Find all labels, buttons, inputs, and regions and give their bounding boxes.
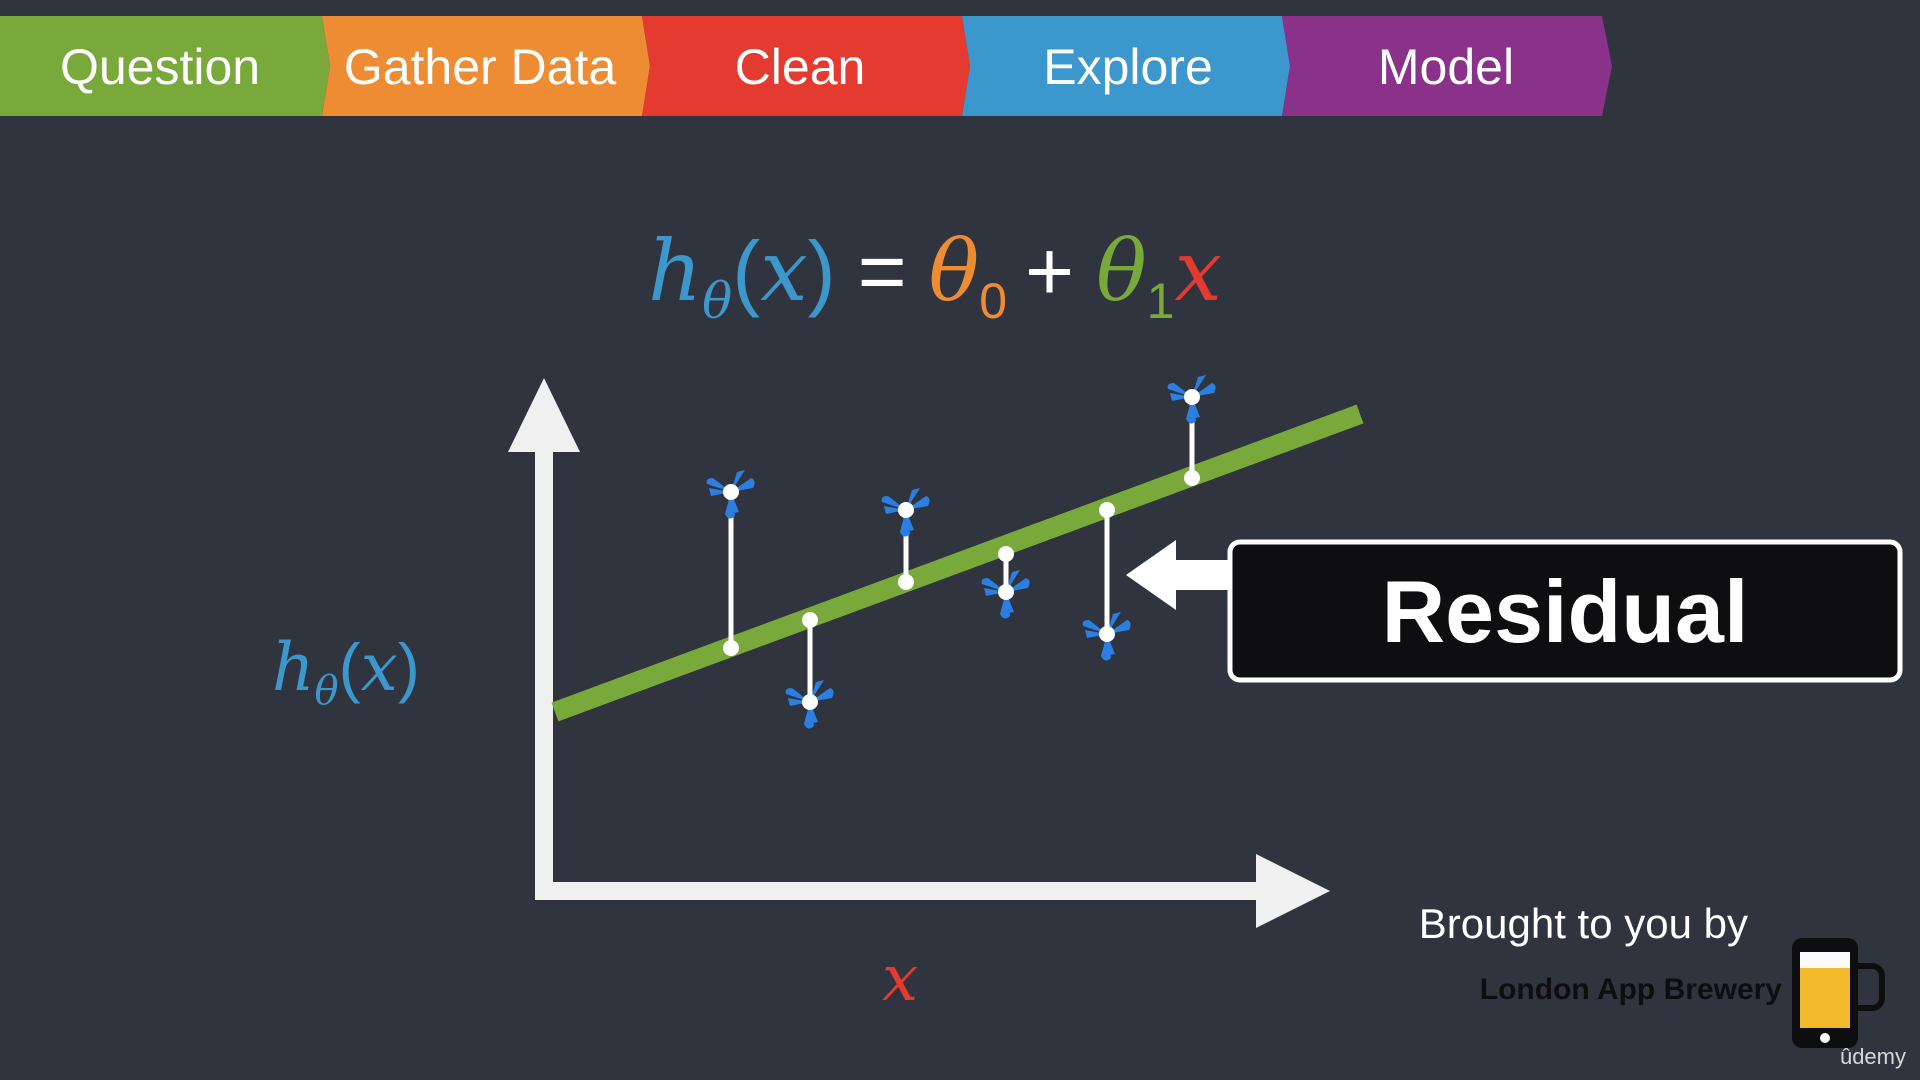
pipeline-stage-explore-label: Explore <box>1043 39 1213 95</box>
residual-label: Residual <box>1382 562 1749 661</box>
predicted-points <box>723 470 1200 656</box>
windmill-icon <box>706 470 755 519</box>
pipeline-bar: Question Gather Data Clean Explore Model <box>0 16 1612 116</box>
pipeline-stage-clean-bg <box>642 16 970 116</box>
residual-label-box <box>1227 539 1903 683</box>
pipeline-stage-model-label: Model <box>1378 39 1514 95</box>
pipeline-stage-clean: Clean <box>642 16 970 116</box>
pipeline-stage-question-label: Question <box>60 39 260 95</box>
pipeline-stage-gather-data-bg <box>322 16 650 116</box>
y-axis-label-x: x <box>361 629 398 706</box>
predicted-point <box>998 546 1014 562</box>
y-axis-line <box>535 440 553 900</box>
x-axis-arrowhead <box>1256 854 1330 928</box>
formula-x2: x <box>1174 222 1221 320</box>
pipeline-stage-model: Model <box>1282 16 1612 116</box>
y-axis-label-subscript: θ <box>315 668 339 714</box>
pipeline-stage-question-bg <box>0 16 330 116</box>
beer-phone-icon <box>1792 938 1885 1048</box>
x-axis-label: x <box>882 942 918 1016</box>
formula-equals: = <box>858 224 907 318</box>
y-axis-label-close-paren: ) <box>398 630 420 704</box>
pipeline-stage-explore-bg <box>962 16 1290 116</box>
pipeline-stage-clean-label: Clean <box>735 39 866 95</box>
formula-theta0: θ <box>929 222 980 320</box>
y-axis-label-open-paren: ( <box>339 630 361 704</box>
pipeline-stage-model-bg <box>1282 16 1612 116</box>
formula-close-paren: ) <box>808 224 836 318</box>
y-axis-label: hθ(x) <box>272 629 420 714</box>
x-axis-line <box>535 882 1260 900</box>
formula-plus: + <box>1025 224 1074 318</box>
predicted-point <box>1099 502 1115 518</box>
pipeline-stage-question: Question <box>0 16 330 116</box>
residual-callout: Residual <box>1126 539 1903 683</box>
y-axis-label-h: h <box>272 629 315 706</box>
formula-open-paren: ( <box>732 224 760 318</box>
arrow-left-icon <box>1126 540 1232 610</box>
pipeline-stage-explore: Explore <box>962 16 1290 116</box>
branding: Brought to you by London App Brewery ûde… <box>1419 900 1906 1069</box>
predicted-point <box>723 640 739 656</box>
formula-x: x <box>760 222 807 320</box>
residual-segments <box>728 397 1195 702</box>
y-axis-arrowhead <box>508 378 580 452</box>
predicted-point <box>898 574 914 590</box>
chart-axes <box>508 378 1330 928</box>
pipeline-stage-gather-data: Gather Data <box>322 16 650 116</box>
pipeline-stage-gather-data-label: Gather Data <box>344 39 617 95</box>
predicted-point <box>1184 470 1200 486</box>
formula-h-subscript: θ <box>702 272 732 330</box>
company-name: London App Brewery <box>1480 973 1783 1006</box>
regression-line <box>551 404 1364 722</box>
brought-by-text: Brought to you by <box>1419 900 1748 947</box>
hypothesis-formula: hθ(x) = θ0 + θ1x <box>648 222 1222 330</box>
formula-theta1-subscript: 1 <box>1147 273 1175 329</box>
formula-theta1: θ <box>1096 222 1147 320</box>
windmill-icon <box>881 488 930 537</box>
predicted-point <box>802 612 818 628</box>
formula-h: h <box>648 222 702 320</box>
udemy-watermark: ûdemy <box>1840 1044 1906 1069</box>
formula-theta0-subscript: 0 <box>979 273 1007 329</box>
windmill-icon <box>1167 375 1216 424</box>
